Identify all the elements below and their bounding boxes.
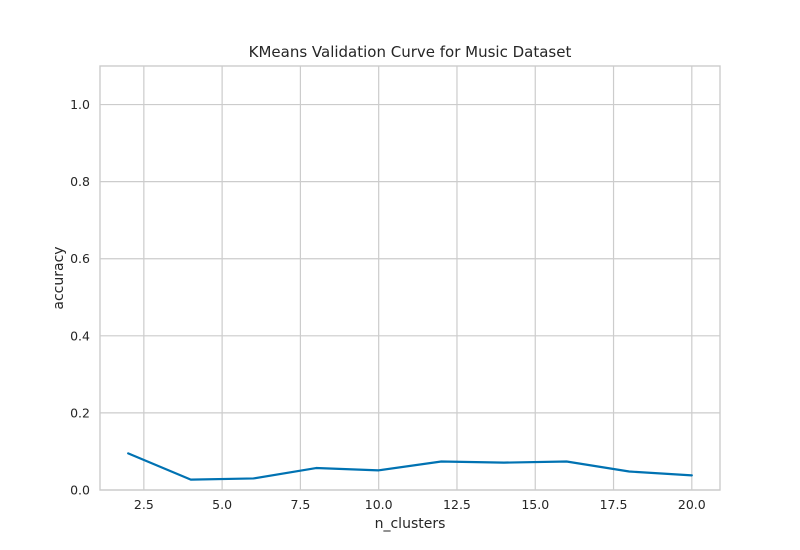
chart-title: KMeans Validation Curve for Music Datase…	[249, 43, 572, 61]
series-layer	[127, 452, 693, 481]
x-tick-label: 2.5	[134, 497, 154, 512]
y-tick-label: 0.6	[70, 251, 90, 266]
y-tick-labels: 0.0 0.2 0.4 0.6 0.8 1.0	[70, 97, 90, 497]
y-tick-label: 0.4	[70, 328, 90, 343]
x-axis-label: n_clusters	[375, 516, 446, 532]
y-tick-label: 0.2	[70, 405, 90, 420]
x-tick-label: 12.5	[443, 497, 471, 512]
x-tick-label: 7.5	[290, 497, 310, 512]
x-tick-labels: 2.5 5.0 7.5 10.0 12.5 15.0 17.5 20.0	[134, 497, 706, 512]
y-tick-label: 1.0	[70, 97, 90, 112]
x-tick-label: 17.5	[600, 497, 628, 512]
x-tick-label: 20.0	[678, 497, 706, 512]
y-tick-label: 0.8	[70, 174, 90, 189]
y-tick-label: 0.0	[70, 483, 90, 498]
x-tick-label: 15.0	[521, 497, 549, 512]
x-tick-label: 5.0	[212, 497, 232, 512]
grid	[100, 66, 720, 491]
series-line	[127, 452, 693, 481]
x-tick-label: 10.0	[365, 497, 393, 512]
plot-frame	[99, 65, 721, 491]
y-axis-label: accuracy	[51, 246, 67, 309]
